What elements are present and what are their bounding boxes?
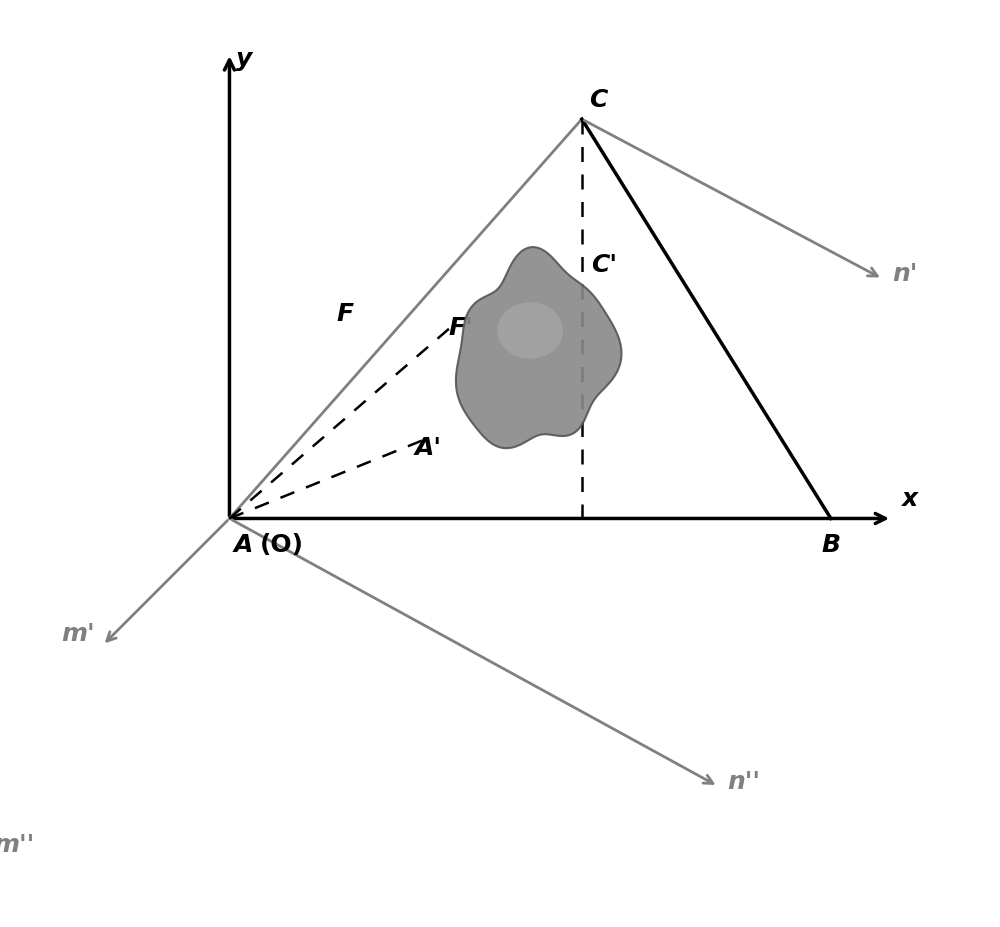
- Text: y: y: [236, 46, 252, 70]
- Text: m'': m'': [0, 833, 34, 857]
- Text: A': A': [415, 436, 442, 460]
- Text: n'': n'': [727, 769, 760, 794]
- Polygon shape: [497, 302, 563, 359]
- Text: C: C: [589, 87, 608, 111]
- Text: n': n': [892, 262, 917, 286]
- Text: A: A: [233, 533, 253, 556]
- Text: F: F: [337, 302, 354, 326]
- Text: (O): (O): [260, 533, 304, 556]
- Text: m': m': [61, 622, 95, 646]
- Polygon shape: [456, 248, 621, 448]
- Text: F': F': [449, 316, 474, 340]
- Text: C': C': [591, 253, 617, 277]
- Text: B: B: [821, 533, 840, 556]
- Text: x: x: [901, 487, 917, 511]
